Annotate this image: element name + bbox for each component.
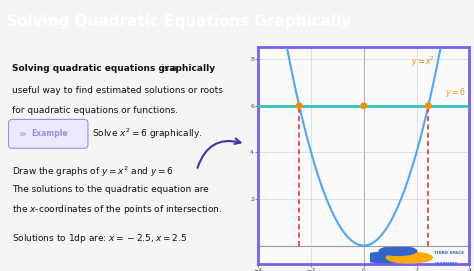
Text: Solving Quadratic Equations Graphically: Solving Quadratic Equations Graphically xyxy=(6,14,352,29)
Text: $y = 6$: $y = 6$ xyxy=(445,86,465,99)
Text: the $x$-coordinates of the points of intersection.: the $x$-coordinates of the points of int… xyxy=(12,203,223,216)
Text: THIRD SPACE: THIRD SPACE xyxy=(434,251,465,256)
Text: Solutions to 1dp are: $x = -2.5, x = 2.5$: Solutions to 1dp are: $x = -2.5, x = 2.5… xyxy=(12,232,188,245)
Text: Solving quadratic equations graphically: Solving quadratic equations graphically xyxy=(12,64,216,73)
Text: $y = x^2$: $y = x^2$ xyxy=(411,54,435,69)
FancyBboxPatch shape xyxy=(9,120,88,148)
Text: LEARNING: LEARNING xyxy=(434,262,458,266)
Circle shape xyxy=(379,247,417,255)
Text: useful way to find estimated solutions or roots: useful way to find estimated solutions o… xyxy=(12,86,223,95)
Circle shape xyxy=(386,252,432,263)
Text: Draw the graphs of $y = x^2$ and $y = 6$: Draw the graphs of $y = x^2$ and $y = 6$ xyxy=(12,165,174,179)
Point xyxy=(295,104,303,108)
Point xyxy=(425,104,432,108)
Text: is a: is a xyxy=(12,64,178,73)
Text: Example: Example xyxy=(32,129,68,138)
Text: $x = 2.5$: $x = 2.5$ xyxy=(417,270,440,271)
Point xyxy=(360,104,368,108)
Text: for quadratic equations or functions.: for quadratic equations or functions. xyxy=(12,106,178,115)
Circle shape xyxy=(363,252,408,263)
Text: The solutions to the quadratic equation are: The solutions to the quadratic equation … xyxy=(12,185,209,194)
Text: Solve $x^2 = 6$ graphically.: Solve $x^2 = 6$ graphically. xyxy=(92,126,202,141)
Text: $x = -2.5$: $x = -2.5$ xyxy=(284,270,314,271)
Text: ✏: ✏ xyxy=(20,129,27,138)
